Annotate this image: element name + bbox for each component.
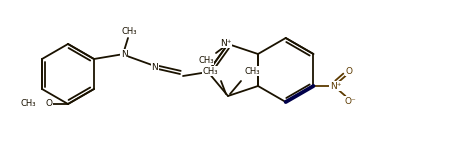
Text: CH₃: CH₃ [244,67,260,75]
Text: N⁺: N⁺ [220,38,232,47]
Text: N: N [120,49,128,59]
Text: N: N [152,63,158,71]
Text: CH₃: CH₃ [202,67,218,75]
Text: CH₃: CH₃ [121,26,137,36]
Text: N⁺: N⁺ [330,81,341,91]
Text: O⁻: O⁻ [345,97,356,105]
Text: CH₃: CH₃ [20,99,36,109]
Text: O: O [346,67,353,75]
Text: CH₃: CH₃ [198,55,214,65]
Text: O: O [46,99,53,109]
